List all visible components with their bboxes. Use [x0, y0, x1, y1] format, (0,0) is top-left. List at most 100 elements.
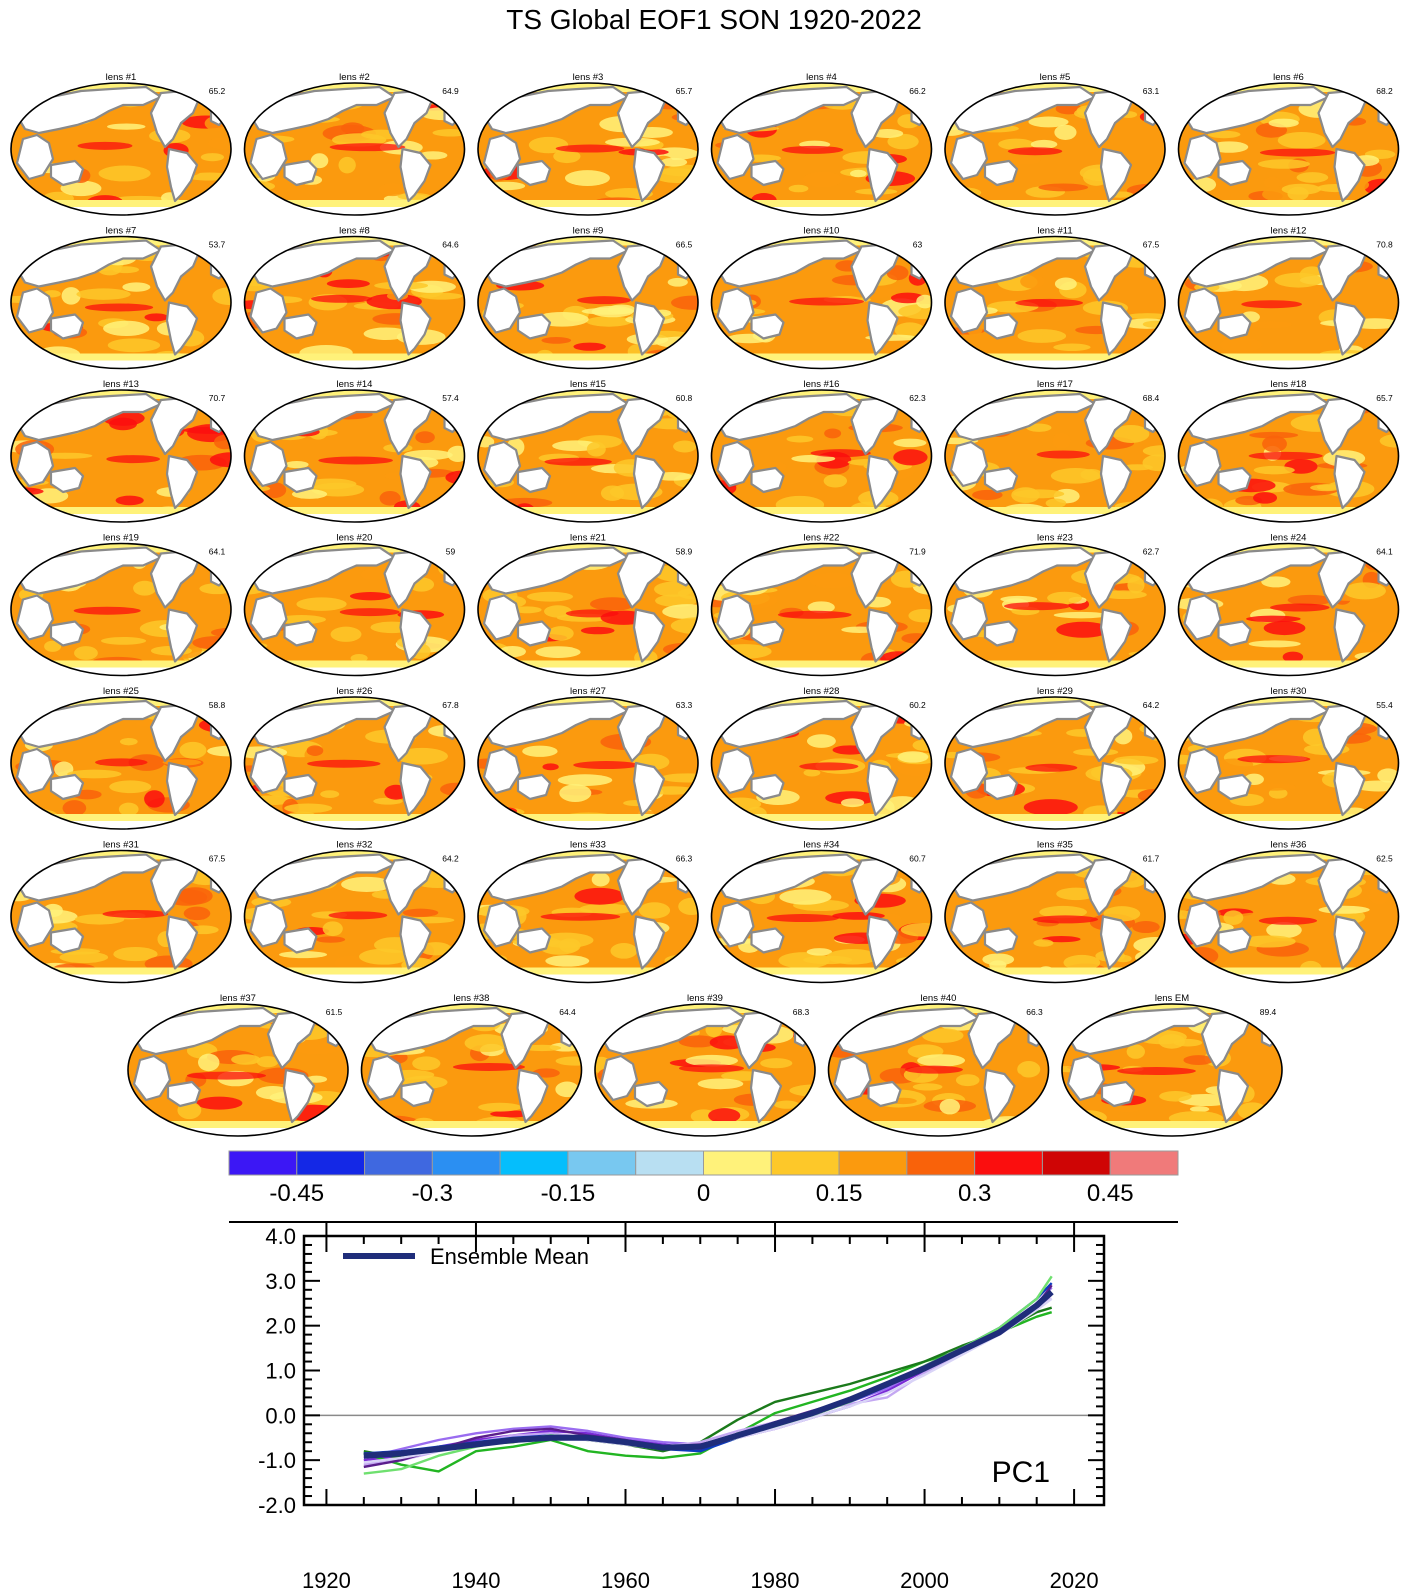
colorbar-swatch [500, 1151, 568, 1175]
colorbar-tick-label: 0.3 [958, 1180, 991, 1207]
colorbar-swatch [297, 1151, 365, 1175]
panel-label: lens #6 [1273, 72, 1304, 83]
map-panel: lens #29 64.2 [942, 686, 1177, 835]
map-panel: lens #40 66.3 [821, 993, 1050, 1142]
map-panel: lens #24 64.1 [1153, 533, 1409, 682]
panel-variance: 58.8 [209, 700, 226, 710]
panel-variance: 64.2 [1143, 700, 1160, 710]
colorbar-swatch [568, 1151, 636, 1175]
map-panel: lens #31 67.5 [3, 840, 254, 989]
legend-label: Ensemble Mean [430, 1244, 589, 1269]
colorbar-swatch [636, 1151, 704, 1175]
colorbar-tick-label: 0.45 [1087, 1180, 1134, 1207]
colorbar-swatch [1110, 1151, 1178, 1175]
x-tick-label: 1960 [601, 1568, 650, 1591]
map-panel: lens #3662.5 [1155, 840, 1400, 989]
panel-variance: 64.9 [442, 86, 459, 96]
panel-variance: 59 [446, 547, 456, 557]
panel-variance: 66.3 [676, 854, 693, 864]
colorbar-swatch [229, 1151, 297, 1175]
panel-variance: 63 [913, 240, 923, 250]
map-panel: lens #33 66.3 [469, 840, 705, 989]
panel-label: lens #24 [1271, 533, 1307, 544]
panel-label: lens #17 [1037, 379, 1073, 390]
map-panel: lens #365.7 [454, 72, 720, 221]
panel-variance: 70.8 [1376, 240, 1393, 250]
colorbar-tick-label: 0 [697, 1180, 710, 1207]
panel-variance: 62.3 [909, 393, 926, 403]
panel-variance: 67.5 [209, 854, 226, 864]
panel-label: lens #29 [1037, 686, 1073, 697]
panel-variance: 55.4 [1376, 700, 1393, 710]
panel-variance: 67.8 [442, 700, 459, 710]
map-panel: lens #20 59 [222, 533, 476, 682]
panel-label: lens #11 [1037, 226, 1072, 237]
panel-variance: 64.4 [559, 1007, 576, 1017]
colorbar-tick-label: -0.15 [541, 1180, 596, 1207]
panel-variance: 61.7 [1143, 854, 1160, 864]
colorbar-swatch [975, 1151, 1043, 1175]
colorbar-swatch [1042, 1151, 1110, 1175]
panel-variance: 64.6 [442, 240, 459, 250]
panel-label: lens #13 [103, 379, 139, 390]
panel-label: lens #16 [804, 379, 840, 390]
panel-label: lens #31 [103, 840, 139, 851]
panel-label: lens #23 [1037, 533, 1073, 544]
panel-label: lens #39 [687, 993, 723, 1004]
x-tick-label: 2000 [900, 1568, 949, 1591]
x-tick-label: 1980 [751, 1568, 800, 1591]
colorbar-tick-label: -0.3 [412, 1180, 453, 1207]
x-tick-label: 1920 [302, 1568, 351, 1591]
colorbar-tick-label: 0.15 [816, 1180, 863, 1207]
panel-label: lens EM [1155, 993, 1189, 1004]
colorbar-swatch [432, 1151, 500, 1175]
y-tick-label: -2.0 [258, 1493, 296, 1518]
panel-label: lens #35 [1037, 840, 1073, 851]
legend: Ensemble Mean [343, 1244, 589, 1269]
panel-variance: 60.8 [676, 393, 693, 403]
panel-label: lens #40 [921, 993, 957, 1004]
panel-variance: 58.9 [676, 547, 693, 557]
map-panel: lens #38 64.4 [349, 993, 594, 1142]
panel-label: lens #10 [804, 226, 840, 237]
map-panel: lens #9 66.5 [469, 226, 714, 375]
map-panel: lens #17 68.4 [930, 379, 1185, 528]
y-tick-label: 4.0 [265, 1224, 296, 1249]
panel-label: lens #20 [337, 533, 373, 544]
x-tick-label: 2020 [1050, 1568, 1099, 1591]
colorbar-swatch [907, 1151, 975, 1175]
map-panel: lens #2667.8 [224, 686, 473, 835]
map-panel: lens #3761.5 [115, 993, 349, 1142]
plot-frame [304, 1236, 1104, 1505]
pc1-annotation: PC1 [992, 1456, 1050, 1489]
series-line-member [364, 1285, 1052, 1467]
map-panel: lens #2763.3 [465, 686, 716, 835]
panel-label: lens #8 [339, 226, 370, 237]
panel-label: lens #9 [573, 226, 604, 237]
panel-variance: 65.7 [1376, 393, 1393, 403]
panel-label: lens #4 [806, 72, 837, 83]
map-panel: lens #23 62.7 [940, 533, 1181, 682]
panel-label: lens #2 [339, 72, 370, 83]
panel-label: lens #5 [1040, 72, 1071, 83]
map-panel: lens #1964.1 [10, 533, 252, 682]
panel-label: lens #38 [454, 993, 490, 1004]
x-tick-label: 1940 [451, 1568, 500, 1591]
map-panel: lens #21 58.9 [458, 533, 725, 682]
series-line-member [364, 1288, 1052, 1458]
map-panel: lens #2 64.9 [223, 72, 469, 221]
colorbar-swatch [771, 1151, 839, 1175]
panel-label: lens #21 [570, 533, 606, 544]
panel-variance: 66.5 [676, 240, 693, 250]
y-tick-label: -1.0 [258, 1448, 296, 1473]
panel-variance: 63.1 [1143, 86, 1160, 96]
map-panel: lens #1457.4 [222, 379, 479, 528]
map-panel: lens EM 89.4 [1051, 993, 1283, 1142]
series-line-member [364, 1299, 1052, 1463]
y-tick-label: 0.0 [265, 1403, 296, 1428]
panel-variance: 64.1 [209, 547, 226, 557]
map-panels: lens #165.2lens #264.9lens #365.7lens #4… [0, 0, 1428, 1150]
panel-variance: 66.3 [1026, 1007, 1043, 1017]
panel-label: lens #15 [570, 379, 606, 390]
series-line-ensemble-mean [364, 1292, 1052, 1456]
